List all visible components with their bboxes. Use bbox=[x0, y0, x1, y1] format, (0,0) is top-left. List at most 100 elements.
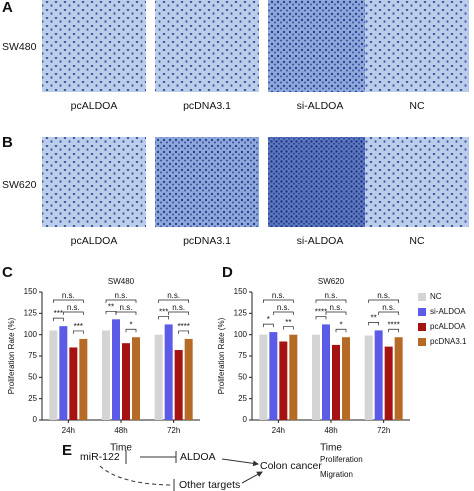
significance: n.s. bbox=[167, 291, 180, 300]
panel-label: D bbox=[222, 264, 233, 281]
bar bbox=[49, 330, 58, 420]
y-tick-label: 0 bbox=[33, 415, 38, 424]
significance: n.s. bbox=[115, 291, 128, 300]
bracket bbox=[315, 299, 347, 303]
x-tick-label: 24h bbox=[62, 426, 75, 435]
effect: Migration bbox=[320, 470, 353, 479]
panel-label: A bbox=[2, 0, 13, 16]
significance: ** bbox=[285, 318, 291, 327]
bar bbox=[289, 334, 298, 420]
y-axis-label: Proliferation Rate (%) bbox=[217, 317, 226, 394]
significance: n.s. bbox=[67, 303, 80, 312]
y-tick-label: 25 bbox=[238, 394, 247, 403]
row-label: SW620 bbox=[2, 179, 37, 191]
significance: n.s. bbox=[272, 291, 285, 300]
significance: * bbox=[129, 320, 132, 329]
significance: n.s. bbox=[120, 303, 133, 312]
x-axis-label: Time bbox=[110, 443, 132, 454]
bracket bbox=[325, 311, 347, 315]
bar bbox=[322, 324, 330, 420]
significance: n.s. bbox=[382, 303, 395, 312]
bar bbox=[69, 347, 78, 420]
legend-swatch bbox=[418, 308, 426, 316]
bar bbox=[259, 334, 268, 420]
bar bbox=[102, 330, 110, 420]
image-label: NC bbox=[409, 100, 425, 112]
bracket bbox=[52, 299, 84, 303]
y-tick-label: 100 bbox=[234, 330, 248, 339]
bracket bbox=[378, 311, 400, 315]
bracket bbox=[335, 328, 347, 333]
y-tick-label: 0 bbox=[243, 415, 248, 424]
bracket bbox=[125, 328, 137, 333]
bracket bbox=[158, 316, 170, 320]
node: Other targets bbox=[179, 479, 240, 491]
image-label: pcDNA3.1 bbox=[183, 235, 231, 247]
edge bbox=[221, 458, 259, 467]
image-label: pcALDOA bbox=[71, 235, 118, 247]
bracket bbox=[388, 328, 400, 333]
micrograph bbox=[268, 0, 372, 92]
y-tick-label: 50 bbox=[238, 372, 247, 381]
significance: *** bbox=[159, 308, 168, 317]
bar bbox=[59, 326, 68, 420]
bracket bbox=[272, 311, 294, 315]
y-tick-label: 75 bbox=[238, 351, 247, 360]
x-tick-label: 72h bbox=[377, 426, 390, 435]
bar bbox=[132, 337, 140, 420]
legend-label: pcDNA3.1 bbox=[430, 337, 467, 346]
legend-swatch bbox=[418, 338, 426, 346]
x-axis-label: Time bbox=[320, 443, 342, 454]
x-tick-label: 72h bbox=[167, 426, 180, 435]
image-label: pcALDOA bbox=[71, 100, 118, 112]
bar bbox=[164, 324, 173, 420]
y-tick-label: 25 bbox=[28, 394, 37, 403]
bracket bbox=[72, 330, 84, 334]
y-tick-label: 150 bbox=[234, 287, 248, 296]
bar bbox=[384, 346, 393, 420]
bracket bbox=[62, 311, 84, 315]
significance: *** bbox=[54, 309, 63, 318]
significance: *** bbox=[74, 322, 83, 331]
bar bbox=[269, 332, 278, 420]
y-axis-label: Proliferation Rate (%) bbox=[7, 317, 16, 394]
x-tick-label: 24h bbox=[272, 426, 285, 435]
bracket bbox=[262, 323, 274, 328]
bracket bbox=[158, 299, 190, 303]
y-tick-label: 150 bbox=[24, 287, 38, 296]
micrograph bbox=[365, 0, 469, 92]
micrograph bbox=[155, 0, 259, 92]
edge bbox=[241, 471, 263, 484]
significance: n.s. bbox=[277, 303, 290, 312]
bracket bbox=[105, 310, 117, 315]
bracket bbox=[52, 317, 64, 322]
edge bbox=[99, 465, 171, 486]
y-tick-label: 75 bbox=[28, 351, 37, 360]
bar bbox=[332, 344, 340, 420]
y-tick-label: 50 bbox=[28, 372, 37, 381]
bar bbox=[184, 338, 193, 420]
node: miR-122 bbox=[80, 451, 120, 463]
bar bbox=[312, 334, 320, 420]
bar bbox=[342, 337, 350, 420]
effect: Proliferation bbox=[320, 455, 363, 464]
significance: **** bbox=[387, 320, 399, 329]
bracket bbox=[368, 322, 380, 326]
micrograph bbox=[42, 137, 146, 227]
diagram: E miR-122 ALDOA Other targets Colon canc… bbox=[62, 442, 363, 491]
y-tick-label: 100 bbox=[24, 330, 38, 339]
bracket bbox=[368, 299, 400, 303]
significance: ** bbox=[371, 314, 377, 323]
bar bbox=[394, 337, 403, 420]
legend-label: NC bbox=[430, 292, 442, 301]
legend-label: si-ALDOA bbox=[430, 307, 466, 316]
bar bbox=[279, 341, 288, 420]
legend-label: pcALDOA bbox=[430, 322, 466, 331]
x-tick-label: 48h bbox=[324, 426, 337, 435]
node: Colon cancer bbox=[260, 460, 322, 472]
bracket bbox=[178, 330, 190, 334]
micrograph bbox=[365, 137, 469, 227]
bracket bbox=[168, 311, 190, 315]
significance: n.s. bbox=[172, 303, 185, 312]
